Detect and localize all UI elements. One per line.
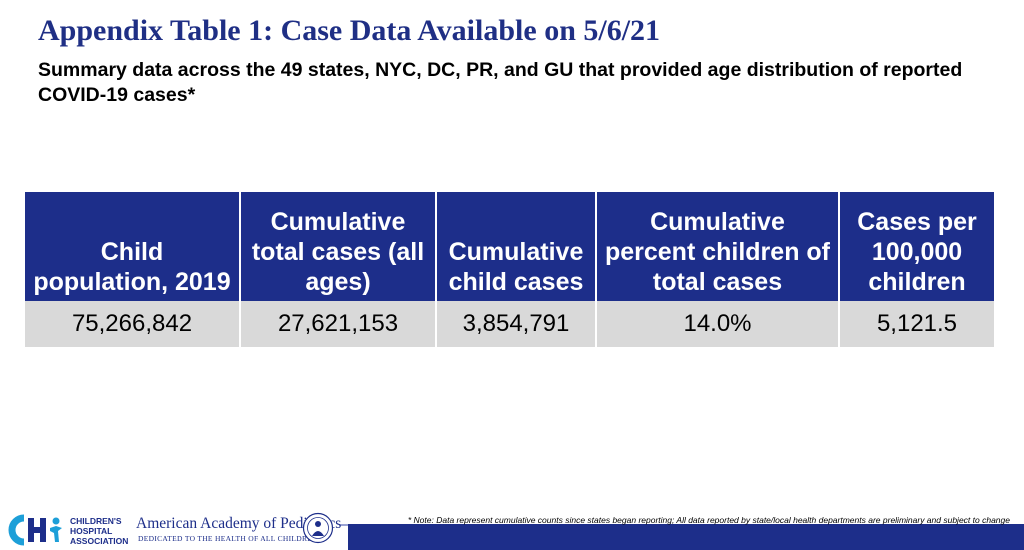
aap-logo-name: American Academy of Pediatrics — [136, 515, 342, 532]
aap-seal-icon — [302, 512, 334, 544]
aap-logo-tagline: DEDICATED TO THE HEALTH OF ALL CHILDREN® — [138, 534, 324, 543]
page-subtitle: Summary data across the 49 states, NYC, … — [38, 59, 963, 106]
case-data-table: Child population, 2019 Cumulative total … — [25, 192, 994, 347]
cell-cumulative-child-cases: 3,854,791 — [435, 301, 596, 347]
header-child-population: Child population, 2019 — [25, 192, 240, 301]
table-row: 75,266,842 27,621,153 3,854,791 14.0% 5,… — [25, 301, 994, 347]
cha-logo-text: CHILDREN'S HOSPITAL ASSOCIATION — [70, 516, 129, 546]
cell-cases-per-100k: 5,121.5 — [838, 301, 994, 347]
header-cases-per-100k: Cases per 100,000 children — [838, 192, 994, 301]
table-header-row: Child population, 2019 Cumulative total … — [25, 192, 994, 301]
header-cumulative-total-cases: Cumulative total cases (all ages) — [239, 192, 436, 301]
cha-logo-icon — [8, 514, 62, 546]
header-cumulative-child-cases: Cumulative child cases — [435, 192, 596, 301]
footer-bar — [348, 524, 1024, 550]
cell-cumulative-total-cases: 27,621,153 — [239, 301, 436, 347]
cell-child-population: 75,266,842 — [25, 301, 240, 347]
page-title: Appendix Table 1: Case Data Available on… — [38, 14, 661, 47]
header-percent-children: Cumulative percent children of total cas… — [595, 192, 839, 301]
cell-percent-children: 14.0% — [595, 301, 839, 347]
footnote: * Note: Data represent cumulative counts… — [407, 515, 1010, 525]
